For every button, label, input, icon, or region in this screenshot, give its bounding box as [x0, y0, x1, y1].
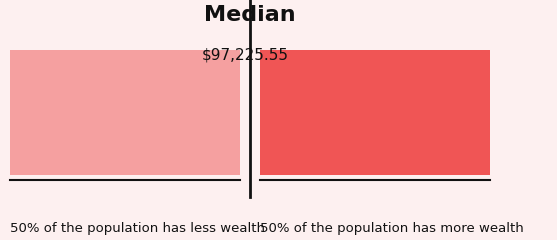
- Text: 50% of the population has more wealth: 50% of the population has more wealth: [260, 222, 524, 235]
- Text: Median: Median: [204, 5, 296, 25]
- Text: 50% of the population has less wealth: 50% of the population has less wealth: [10, 222, 265, 235]
- Text: $97,225.55: $97,225.55: [202, 48, 289, 63]
- Bar: [10, 50, 240, 175]
- Bar: [260, 50, 491, 175]
